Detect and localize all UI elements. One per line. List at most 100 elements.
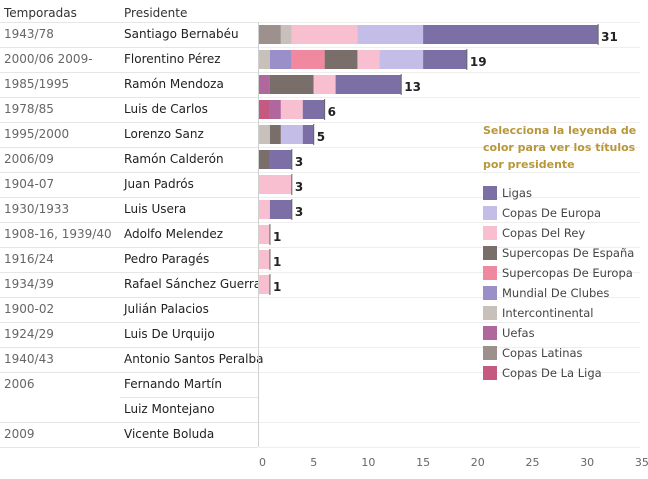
bar-segment-copas-del-rey xyxy=(291,25,358,44)
president-row[interactable]: 1943/78 Santiago Bernabéu xyxy=(0,22,258,47)
x-tick-label: 0 xyxy=(259,456,266,469)
season-label: 1930/1933 xyxy=(4,202,70,216)
president-row[interactable]: 1985/1995 Ramón Mendoza xyxy=(0,72,258,97)
bar-segment-ligas xyxy=(302,125,314,144)
bar-segment-ligas xyxy=(269,150,292,169)
president-label: Fernando Martín xyxy=(124,377,222,391)
x-tick-label: 20 xyxy=(471,456,485,469)
row-separator xyxy=(0,372,258,373)
legend-label[interactable]: Copas Latinas xyxy=(502,346,583,360)
legend-swatch-copas-del-rey[interactable] xyxy=(483,226,497,240)
row-separator xyxy=(0,347,258,348)
row-separator xyxy=(0,147,258,148)
legend-label[interactable]: Intercontinental xyxy=(502,306,594,320)
president-label: Julián Palacios xyxy=(124,302,209,316)
legend-swatch-copas-de-la-liga[interactable] xyxy=(483,366,497,380)
bar-segment-ligas xyxy=(423,25,599,44)
president-row[interactable]: 2006/09 Ramón Calderón xyxy=(0,147,258,172)
legend-swatch-copas-de-europa[interactable] xyxy=(483,206,497,220)
x-tick-label: 15 xyxy=(416,456,430,469)
season-label: 2006 xyxy=(4,377,35,391)
bar-segment-uefas xyxy=(269,100,281,119)
legend-swatch-supercopas-de-españa[interactable] xyxy=(483,246,497,260)
legend-swatch-supercopas-de-europa[interactable] xyxy=(483,266,497,280)
president-row[interactable]: 1934/39 Rafael Sánchez Guerra xyxy=(0,272,261,297)
president-row[interactable]: 1924/29 Luis De Urquijo xyxy=(0,322,258,347)
president-row[interactable]: 1900-02 Julián Palacios xyxy=(0,297,258,322)
bar-total-label: 3 xyxy=(295,205,303,219)
president-row[interactable]: 2009 Vicente Boluda xyxy=(0,422,258,447)
bar-total-label: 19 xyxy=(470,55,487,69)
legend-swatch-mundial-de-clubes[interactable] xyxy=(483,286,497,300)
president-row[interactable]: 1908-16, 1939/40 Adolfo Melendez xyxy=(0,222,258,247)
legend-title: Selecciona la leyenda de color para ver … xyxy=(483,124,637,171)
season-label: 1904-07 xyxy=(4,177,55,191)
bar-segment-copas-del-rey xyxy=(259,175,292,194)
president-label: Juan Padrós xyxy=(124,177,194,191)
bar-segment-copas-del-rey xyxy=(259,225,270,244)
season-label: 1934/39 xyxy=(4,277,54,291)
president-row[interactable]: 1978/85 Luis de Carlos xyxy=(0,97,258,122)
row-separator xyxy=(0,122,258,123)
president-row[interactable]: 2000/06 2009- Florentino Pérez xyxy=(0,47,258,72)
bar-segment-intercontinental xyxy=(280,25,292,44)
president-row[interactable]: 1916/24 Pedro Paragés xyxy=(0,247,258,272)
president-row[interactable]: 2006 Fernando Martín xyxy=(0,372,258,397)
x-tick-label: 5 xyxy=(310,456,317,469)
season-label: 1985/1995 xyxy=(4,77,70,91)
president-label: Luiz Montejano xyxy=(124,402,215,416)
bar-segment-copas-de-europa xyxy=(280,125,303,144)
bar-segment-supercopas-de-españa xyxy=(259,150,270,169)
legend-label[interactable]: Supercopas De Europa xyxy=(502,266,633,280)
bar-segment-ligas xyxy=(335,75,402,94)
row-separator xyxy=(0,172,258,173)
bar-segment-copas-del-rey xyxy=(259,200,270,219)
bar-segment-ligas xyxy=(423,50,467,69)
row-separator xyxy=(0,322,258,323)
legend-swatch-intercontinental[interactable] xyxy=(483,306,497,320)
bar-total-label: 3 xyxy=(295,180,303,194)
row-separator xyxy=(0,422,258,423)
bar-total-label: 3 xyxy=(295,155,303,169)
legend-label[interactable]: Supercopas De España xyxy=(502,246,635,260)
bar-segment-intercontinental xyxy=(259,125,270,144)
row-separator xyxy=(0,197,258,198)
legend-swatch-uefas[interactable] xyxy=(483,326,497,340)
bar-segment-mundial-de-clubes xyxy=(269,50,292,69)
legend-label[interactable]: Mundial De Clubes xyxy=(502,286,610,300)
legend-label[interactable]: Copas De Europa xyxy=(502,206,602,220)
header-presidente: Presidente xyxy=(124,6,188,20)
row-separator xyxy=(0,222,258,223)
bar-segment-copas-de-europa xyxy=(357,25,424,44)
president-row[interactable]: 1995/2000 Lorenzo Sanz xyxy=(0,122,258,147)
season-label: 1995/2000 xyxy=(4,127,70,141)
bar-segment-supercopas-de-españa xyxy=(324,50,358,69)
x-tick-label: 10 xyxy=(361,456,375,469)
row-separator xyxy=(0,447,258,448)
legend-label[interactable]: Uefas xyxy=(502,326,535,340)
season-label: 2009 xyxy=(4,427,35,441)
legend-swatch-ligas[interactable] xyxy=(483,186,497,200)
row-separator xyxy=(120,397,258,398)
legend-label[interactable]: Copas De La Liga xyxy=(502,366,602,380)
bar-segment-supercopas-de-españa xyxy=(269,75,314,94)
row-separator xyxy=(0,72,258,73)
bar-segment-copas-del-rey xyxy=(313,75,336,94)
legend-swatch-copas-latinas[interactable] xyxy=(483,346,497,360)
bar-total-label: 1 xyxy=(273,280,281,294)
row-separator xyxy=(0,47,258,48)
bar-segment-copas-de-la-liga xyxy=(259,100,270,119)
president-row[interactable]: 1930/1933 Luis Usera xyxy=(0,197,258,222)
season-label: 1978/85 xyxy=(4,102,54,116)
x-tick-label: 35 xyxy=(635,456,648,469)
legend-label[interactable]: Copas Del Rey xyxy=(502,226,586,240)
president-label: Luis de Carlos xyxy=(124,102,208,116)
bar-total-label: 6 xyxy=(328,105,336,119)
president-row[interactable]: Luiz Montejano xyxy=(0,397,258,422)
bar-segment-supercopas-de-europa xyxy=(291,50,325,69)
president-row[interactable]: 1940/43 Antonio Santos Peralba xyxy=(0,347,263,372)
legend-label[interactable]: Ligas xyxy=(502,186,532,200)
president-row[interactable]: 1904-07 Juan Padrós xyxy=(0,172,258,197)
bar-segment-ligas xyxy=(269,200,292,219)
president-label: Lorenzo Sanz xyxy=(124,127,204,141)
